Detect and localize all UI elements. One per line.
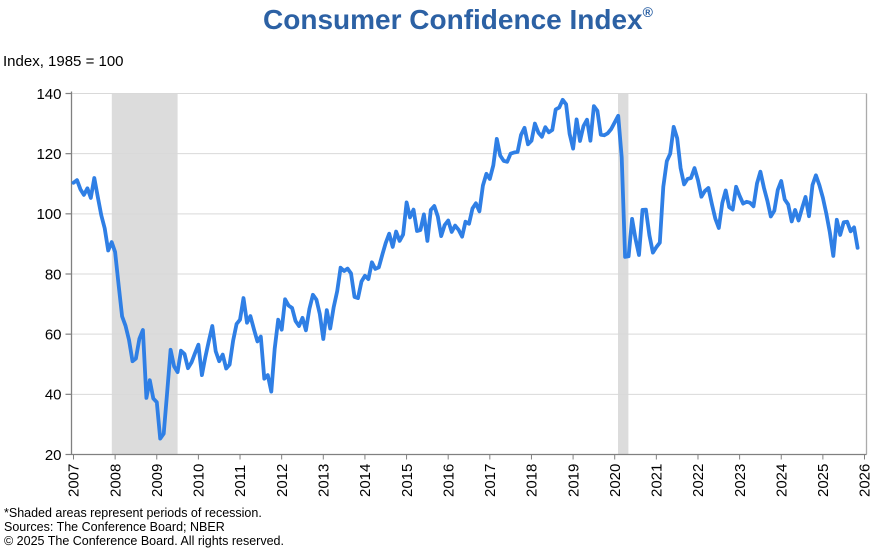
y-axis-tick-label: 80: [45, 266, 62, 283]
x-axis-tick-label: 2023: [732, 464, 749, 497]
x-axis-tick-label: 2008: [107, 464, 124, 497]
x-axis-tick-label: 2019: [565, 464, 582, 497]
x-axis-tick-label: 2009: [149, 464, 166, 497]
x-axis-tick-label: 2022: [690, 464, 707, 497]
x-axis-tick-label: 2020: [607, 464, 624, 497]
x-axis-tick-label: 2013: [316, 464, 333, 497]
x-axis-tick-label: 2024: [773, 464, 790, 497]
x-axis-tick-label: 2017: [482, 464, 499, 497]
x-axis-tick-label: 2018: [524, 464, 541, 497]
x-axis-tick-label: 2021: [649, 464, 666, 497]
y-axis-tick-label: 40: [45, 387, 62, 404]
x-axis-tick-label: 2026: [857, 464, 874, 497]
x-axis-tick-label: 2011: [232, 465, 249, 497]
chart-title: Consumer Confidence Index®: [37, 4, 879, 36]
x-axis-tick-label: 2012: [274, 464, 291, 497]
chart-footnotes: *Shaded areas represent periods of reces…: [4, 506, 284, 548]
x-axis-tick-label: 2007: [66, 464, 83, 497]
footnote-sources: Sources: The Conference Board; NBER: [4, 520, 225, 534]
cci-series-line: [71, 97, 860, 441]
x-axis-tick-label: 2010: [191, 464, 208, 497]
y-axis-tick-label: 140: [36, 86, 61, 103]
x-axis-tick-label: 2015: [399, 464, 416, 497]
y-axis-tick-label: 120: [36, 146, 61, 163]
cci-line-chart: 20 40 60 80 100 120 140 2007 2008 2009 2010 2011 201…: [36, 86, 874, 497]
y-axis-tick-label: 100: [36, 206, 61, 223]
chart-title-text: Consumer Confidence Index: [263, 4, 643, 35]
x-axis-tick-label: 2025: [815, 464, 832, 497]
footnote-copyright: © 2025 The Conference Board. All rights …: [4, 534, 284, 548]
footnote-recession: *Shaded areas represent periods of reces…: [4, 506, 262, 520]
x-axis-tick-label: 2014: [357, 464, 374, 497]
x-axis-tick-label: 2016: [440, 464, 457, 497]
y-axis-tick-label: 60: [45, 326, 62, 343]
axis-unit-label: Index, 1985 = 100: [3, 53, 124, 70]
registered-trademark: ®: [642, 3, 653, 20]
y-axis-tick-label: 20: [45, 447, 62, 464]
